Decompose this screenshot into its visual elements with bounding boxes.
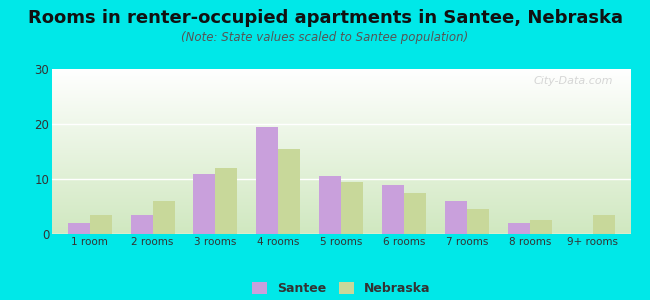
Bar (530, 220, 552, 234)
Bar (256, 127, 278, 234)
Bar (131, 215, 153, 234)
Bar (445, 201, 467, 234)
Legend: Santee, Nebraska: Santee, Nebraska (247, 277, 436, 300)
Bar (216, 168, 237, 234)
Text: City-Data.com: City-Data.com (534, 76, 613, 85)
Bar (194, 173, 216, 234)
Bar (153, 201, 175, 234)
Bar (341, 182, 363, 234)
Bar (467, 209, 489, 234)
Bar (278, 149, 300, 234)
Bar (90, 215, 112, 234)
Bar (68, 223, 90, 234)
Bar (319, 176, 341, 234)
Bar (593, 215, 615, 234)
Text: Rooms in renter-occupied apartments in Santee, Nebraska: Rooms in renter-occupied apartments in S… (27, 9, 623, 27)
Bar (404, 193, 426, 234)
Bar (508, 223, 530, 234)
Bar (382, 184, 404, 234)
Text: (Note: State values scaled to Santee population): (Note: State values scaled to Santee pop… (181, 32, 469, 44)
